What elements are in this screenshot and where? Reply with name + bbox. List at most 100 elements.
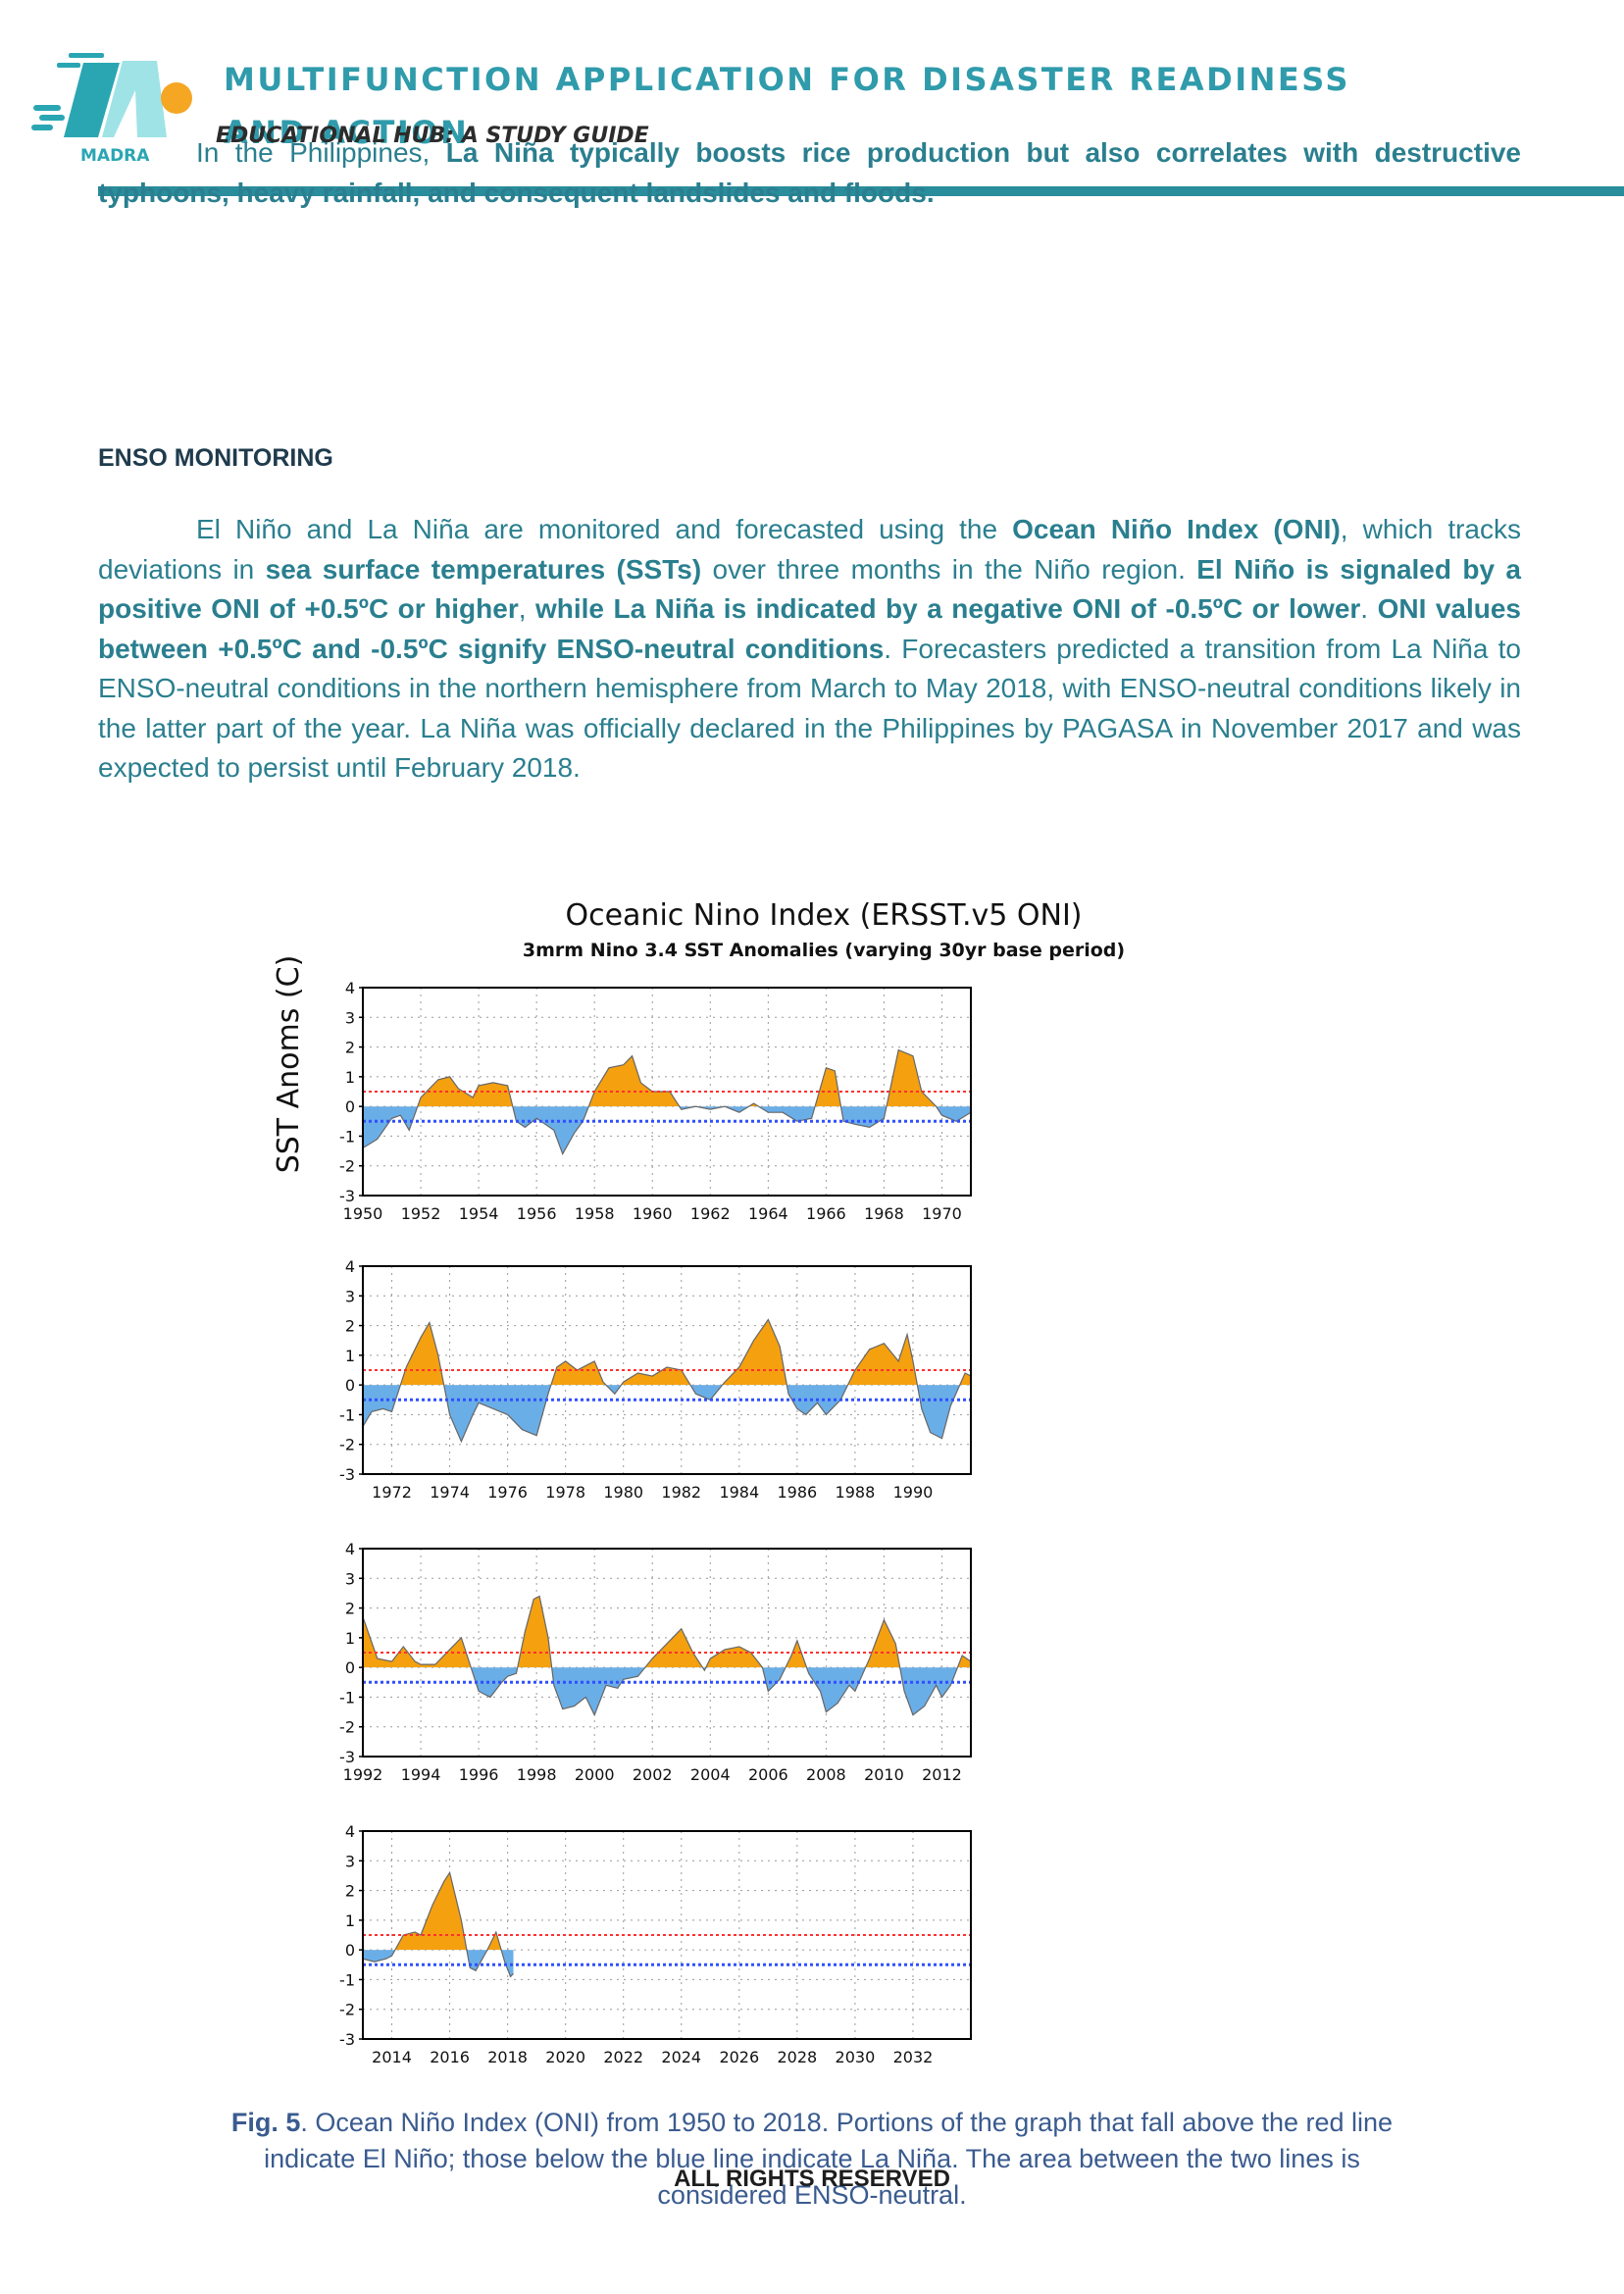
y-tick-label: 2	[345, 1039, 355, 1057]
x-tick-label: 1952	[401, 1204, 441, 1223]
x-tick-label: 1982	[661, 1483, 701, 1502]
x-tick-label: 2000	[575, 1765, 615, 1784]
logo-shape	[102, 61, 167, 137]
chart-title: Oceanic Nino Index (ERSST.v5 ONI)	[565, 898, 1082, 933]
y-tick-label: -1	[339, 1970, 355, 1989]
app-title: MULTIFUNCTION APPLICATION FOR DISASTER R…	[224, 61, 1350, 98]
enso-bold-text: while La Niña is indicated by a negative…	[534, 593, 1361, 624]
x-tick-label: 1958	[575, 1204, 615, 1223]
x-tick-label: 2006	[748, 1765, 788, 1784]
y-tick-label: -2	[339, 1157, 355, 1176]
header-divider	[98, 186, 1624, 196]
enso-text: . Forecasters predicted a transition fro…	[98, 633, 1521, 784]
y-tick-label: 2	[345, 1882, 355, 1901]
la-nina-area	[363, 1667, 971, 1715]
y-tick-label: -2	[339, 1436, 355, 1454]
x-tick-label: 2028	[777, 2048, 817, 2065]
intro-text: In the Philippines,	[196, 137, 446, 168]
y-tick-label: 0	[345, 1376, 355, 1395]
enso-text: ,	[518, 593, 535, 624]
series-area	[363, 1595, 971, 1717]
x-tick-label: 2018	[487, 2048, 528, 2065]
series-area	[363, 1048, 971, 1156]
x-tick-label: 2002	[633, 1765, 673, 1784]
y-tick-label: -2	[339, 2001, 355, 2019]
y-tick-label: -1	[339, 1405, 355, 1424]
panel-frame	[362, 1265, 972, 1475]
y-tick-label: -3	[339, 1465, 355, 1484]
app-title-line2: AND ACTION	[224, 114, 470, 151]
y-tick-label: 0	[345, 1941, 355, 1960]
x-tick-label: 1988	[836, 1483, 876, 1502]
x-tick-label: 2020	[545, 2048, 585, 2065]
y-tick-label: 3	[345, 1287, 355, 1305]
figure-caption: Fig. 5. Ocean Niño Index (ONI) from 1950…	[226, 2105, 1398, 2214]
x-tick-label: 1966	[806, 1204, 846, 1223]
x-tick-label: 2012	[922, 1765, 962, 1784]
x-tick-label: 2026	[719, 2048, 759, 2065]
enso-text: El Niño and La Niña are monitored and fo…	[196, 514, 1013, 544]
x-tick-label: 1972	[372, 1483, 412, 1502]
enso-bold-text: El Niño is signaled by a positive ONI of…	[98, 553, 1521, 625]
oni-chart: Oceanic Nino Index (ERSST.v5 ONI) 3mrm N…	[272, 898, 1125, 2065]
enso-bold-text: ONI values between +0.5ºC and -0.5ºC sig…	[98, 593, 1521, 664]
footer-text: ALL RIGHTS RESERVED	[674, 2166, 950, 2192]
x-tick-label: 1968	[864, 1204, 904, 1223]
x-tick-label: 1996	[459, 1765, 499, 1784]
el-nino-area	[417, 1049, 937, 1107]
enso-text: , which tracks deviations in	[98, 514, 1521, 585]
el-nino-area	[363, 1872, 514, 1951]
x-tick-label: 2024	[661, 2048, 701, 2065]
x-tick-label: 1992	[343, 1765, 383, 1784]
y-tick-label: 3	[345, 1852, 355, 1870]
x-tick-label: 1974	[430, 1483, 470, 1502]
x-tick-label: 2010	[864, 1765, 904, 1784]
y-tick-label: 1	[345, 1629, 355, 1648]
series-area	[363, 1318, 971, 1444]
y-tick-label: 2	[345, 1317, 355, 1336]
intro-paragraph: In the Philippines, La Niña typically bo…	[98, 133, 1521, 213]
x-tick-label: 1956	[517, 1204, 557, 1223]
y-tick-label: -2	[339, 1718, 355, 1737]
x-tick-label: 2030	[836, 2048, 876, 2065]
panel-frame	[362, 1548, 972, 1758]
el-nino-area	[400, 1319, 971, 1386]
y-tick-label: -3	[339, 2030, 355, 2049]
chart-subtitle: 3mrm Nino 3.4 SST Anomalies (varying 30y…	[523, 940, 1125, 961]
x-tick-label: 1960	[633, 1204, 673, 1223]
x-tick-label: 1970	[922, 1204, 962, 1223]
y-tick-label: 3	[345, 1569, 355, 1588]
x-tick-label: 1954	[459, 1204, 499, 1223]
y-tick-label: 2	[345, 1600, 355, 1618]
panel-frame	[362, 1830, 972, 2040]
x-tick-label: 1984	[719, 1483, 759, 1502]
x-tick-label: 1964	[748, 1204, 788, 1223]
madra-logo: MADRA	[31, 53, 192, 166]
y-tick-label: 1	[345, 1912, 355, 1930]
figure-caption-text: . Ocean Niño Index (ONI) from 1950 to 20…	[264, 2108, 1394, 2210]
x-tick-label: 1962	[690, 1204, 731, 1223]
y-tick-label: 0	[345, 1658, 355, 1677]
figure-label: Fig. 5	[230, 2108, 301, 2137]
oni-panel: 4 3 2 1 0 -1 -2 -3 2014 2016 2018 2020 2022 2024 2026 2…	[339, 1822, 972, 2065]
oni-series-line	[363, 1595, 971, 1717]
y-tick-label: 4	[345, 979, 355, 997]
wave-icon	[31, 53, 104, 130]
x-tick-label: 1998	[517, 1765, 557, 1784]
logo-shape	[64, 63, 120, 137]
y-tick-label: -3	[339, 1748, 355, 1766]
x-tick-label: 1978	[545, 1483, 585, 1502]
x-tick-label: 2014	[372, 2048, 412, 2065]
x-tick-label: 1994	[401, 1765, 441, 1784]
oni-series-line	[363, 1318, 971, 1444]
oni-panel: 4 3 2 1 0 -1 -2 -3 1972 1974 1976 1978 1980 1982 1984 1…	[339, 1257, 972, 1502]
oni-series-line	[363, 1870, 514, 1978]
el-nino-area	[363, 1596, 971, 1668]
x-tick-label: 1986	[777, 1483, 817, 1502]
enso-bold-text: sea surface temperatures (SSTs)	[265, 553, 702, 585]
enso-paragraph: El Niño and La Niña are monitored and fo…	[98, 510, 1521, 789]
x-tick-label: 2022	[603, 2048, 643, 2065]
y-tick-label: 4	[345, 1822, 355, 1841]
y-tick-label: -1	[339, 1127, 355, 1146]
